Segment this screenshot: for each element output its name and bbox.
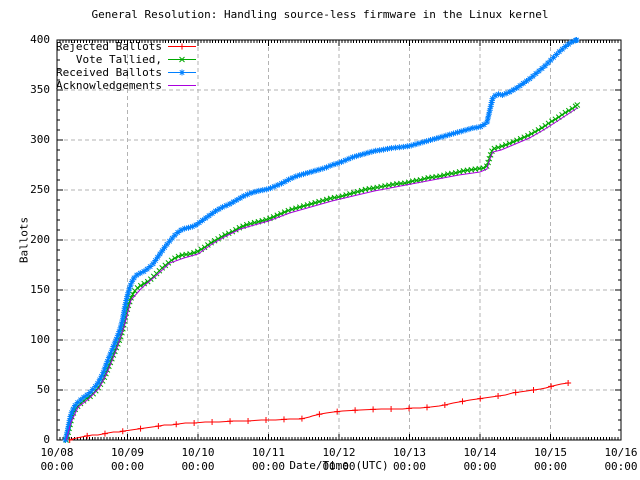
plot-border xyxy=(56,39,622,441)
y-tick-label: 400 xyxy=(30,33,50,46)
chart-title: General Resolution: Handling source-less… xyxy=(91,8,549,21)
y-tick-label: 50 xyxy=(36,383,50,396)
y-tick-label: 250 xyxy=(30,183,50,196)
y-tick-label: 100 xyxy=(30,333,50,346)
grid-lines xyxy=(57,40,621,440)
series-rejected-ballots xyxy=(66,380,572,443)
x-tick-label: 10/11 00:00 xyxy=(251,446,286,473)
x-tick-label: 10/15 00:00 xyxy=(533,446,568,473)
y-tick-label: 300 xyxy=(30,133,50,146)
legend-label-rejected-ballots: Rejected Ballots xyxy=(56,40,162,53)
series-markers xyxy=(66,380,572,443)
series-markers xyxy=(62,37,580,443)
y-tick-label: 150 xyxy=(30,283,50,296)
series-received-ballots xyxy=(62,37,580,443)
legend-label-received-ballots: Received Ballots xyxy=(56,66,162,79)
legend-sample-rejected-ballots xyxy=(168,43,196,50)
legend-label-acknowledgements: Acknowledgements xyxy=(56,79,162,92)
legend-sample-vote-tallied xyxy=(168,56,196,63)
legend-row-rejected-ballots: Rejected Ballots xyxy=(56,40,197,53)
x-tick-label: 10/08 00:00 xyxy=(40,446,74,473)
legend-sample-received-ballots xyxy=(168,69,196,76)
x-tick-label: 10/10 00:00 xyxy=(181,446,215,473)
y-tick-label: 350 xyxy=(30,83,50,96)
x-tick-label: 10/14 00:00 xyxy=(463,446,497,473)
x-axis-label: Date/Time (UTC) xyxy=(289,459,389,472)
x-tick-label: 10/09 00:00 xyxy=(110,446,145,473)
y-tick-label: 200 xyxy=(30,233,50,246)
legend-label-vote-tallied: Vote Tallied, xyxy=(75,53,162,66)
legend-row-received-ballots: Received Ballots xyxy=(56,66,197,79)
legend-row-vote-tallied: Vote Tallied, xyxy=(56,53,197,66)
legend-row-acknowledgements: Acknowledgements xyxy=(56,79,197,92)
x-tick-label: 10/12 00:00 xyxy=(322,446,356,473)
y-tick-label: 0 xyxy=(43,433,50,446)
x-tick-label: 10/16 00:00 xyxy=(604,446,638,473)
legend-sample-acknowledgements xyxy=(168,85,196,86)
series-acknowledgements xyxy=(65,107,578,441)
x-tick-label: 10/13 00:00 xyxy=(392,446,427,473)
